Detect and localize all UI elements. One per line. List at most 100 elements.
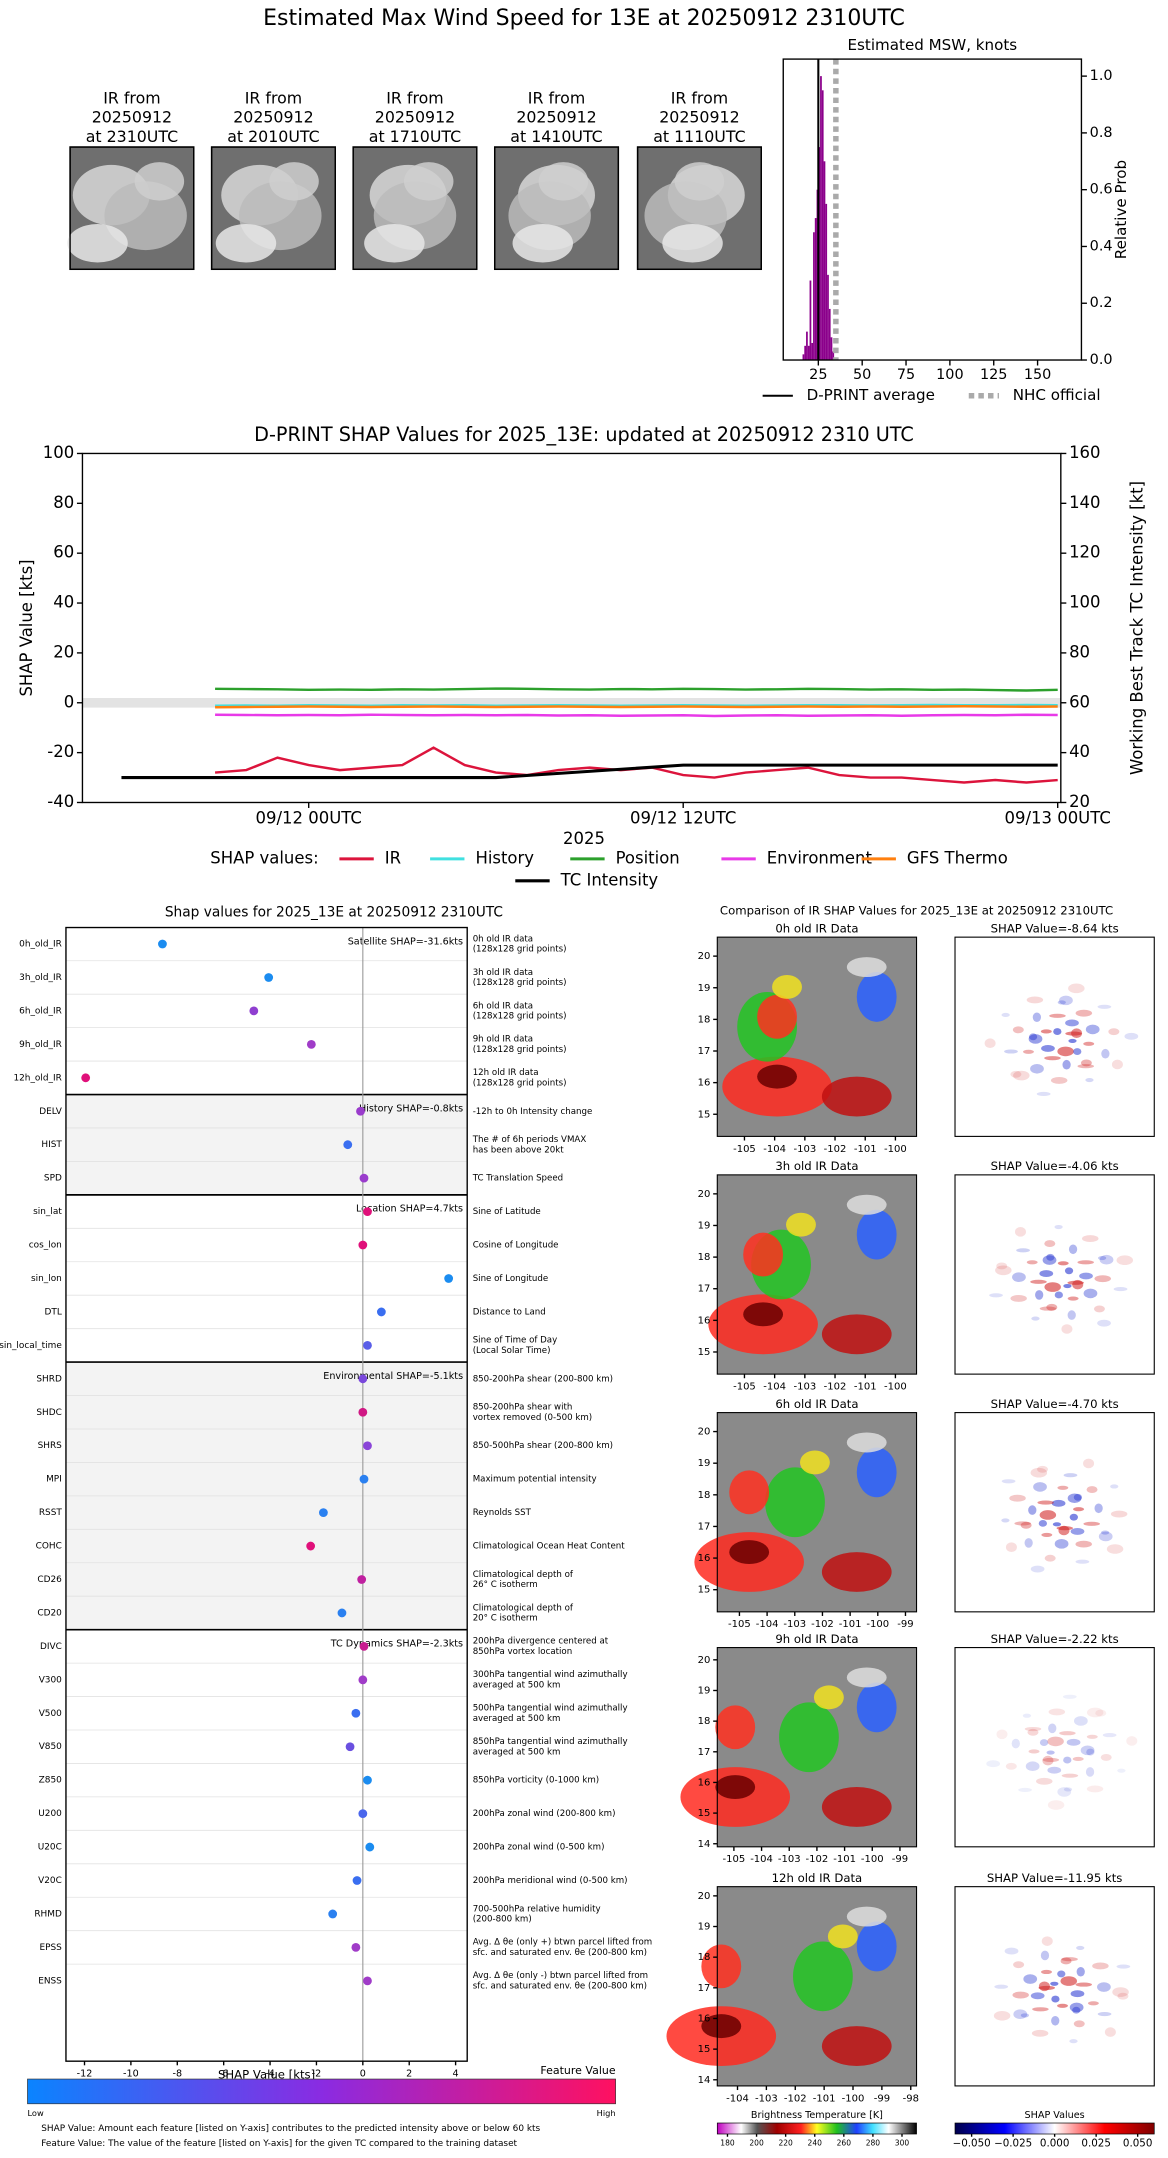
x-tick-label: -99 [874,2093,890,2104]
ir-blob [856,1921,897,1972]
y-tick-label: 19 [698,1458,711,1469]
x-tick-label: -103 [783,1619,806,1630]
chart-title: D-PRINT SHAP Values for 2025_13E: update… [254,423,914,446]
group-band [65,1094,468,1195]
shap-frame [954,1886,1155,2087]
shap-blob [1033,1482,1047,1492]
legend-label: GFS Thermo [907,848,1008,867]
shap-blob [1005,1762,1017,1770]
series-line [121,763,1058,780]
x-tick-label: -102 [811,1619,834,1630]
ir-blob [715,1705,756,1750]
thumbnail-label: 20250912 [233,108,313,127]
thumbnail-label: 20250912 [659,108,739,127]
shap-blob [1035,1290,1044,1300]
shap-title: SHAP Value=-4.70 kts [991,1397,1119,1411]
shap-blob [1097,2011,1112,2017]
feature-label: HIST [41,1140,62,1150]
shap-dot [357,1575,367,1584]
thumbnail-label: at 1410UTC [510,127,602,146]
y-tick-label: 16 [698,1315,711,1326]
thumbnail-label: IR from [671,88,728,107]
ir-blob [846,1432,887,1453]
y2-tick-label: 80 [1069,642,1090,661]
feature-description: Sine of Time of Day [473,1336,558,1346]
y2-tick-label: 40 [1069,742,1090,761]
x-tick-label: -105 [733,1144,756,1155]
feature-label: 3h_old_IR [19,973,62,983]
ir-blob [846,957,887,977]
x-tick-label: -103 [778,1854,801,1865]
shap-blob [1037,1500,1054,1505]
feature-label: sin_lon [31,1274,62,1284]
shap-blob [1065,1031,1082,1036]
y2-tick-label: 100 [1069,593,1100,612]
shap-title: SHAP Value=-8.64 kts [991,921,1119,935]
shap-blob [1063,1756,1072,1764]
ir-title: 3h old IR Data [775,1159,858,1173]
shap-title: SHAP Value=-2.22 kts [991,1632,1119,1646]
ir-blob [701,2014,742,2039]
ir-blob [846,1194,887,1215]
feature-label: V500 [39,1709,62,1719]
colorbar-title: SHAP Values [1025,2110,1085,2121]
footnote: Feature Value: The value of the feature … [41,2139,517,2149]
shap-dot [359,1641,369,1651]
legend-title: SHAP values: [210,848,318,867]
x-tick-label: -102 [784,2093,807,2104]
bar [828,308,831,361]
feature-label: RSST [39,1508,63,1518]
feature-description: 850hPa tangential wind azimuthally [473,1737,628,1747]
colorbar-tick-label: −0.050 [953,2138,991,2150]
shap-blob [1012,1272,1026,1282]
shap-blob [1028,1034,1043,1044]
bar [827,274,829,361]
shap-blob [1086,1748,1095,1756]
x-tick-label: -99 [892,1854,908,1865]
shap-blob [1036,1777,1053,1785]
shap-image [955,1174,1155,1375]
group-label: TC Dynamics SHAP=-2.3kts [330,1638,463,1649]
shap-blob [1108,1028,1120,1036]
x-tick-label: -103 [755,2093,778,2104]
x-tick-label: -101 [813,2093,836,2104]
ir-blob [813,1685,844,1710]
footnote: SHAP Value: Amount each feature [listed … [41,2124,540,2134]
y-tick-label: 16 [698,1777,711,1788]
feature-description: vortex removed (0-500 km) [473,1413,592,1423]
thumbnail-label: 20250912 [375,108,455,127]
cloud [674,162,725,201]
shap-blob [1001,1012,1010,1018]
legend-label: History [475,848,534,867]
x-tick-label: -101 [854,1144,877,1155]
feature-label: 12h_old_IR [13,1073,61,1083]
bar [811,342,814,361]
colorbar-title: Brightness Temperature [K] [751,2110,883,2121]
shap-blob [1036,1091,1051,1097]
series-line [215,703,1058,707]
feature-description: 200hPa zonal wind (0-500 km) [473,1843,605,1853]
shap-blob [1044,1554,1056,1562]
shap-blob [1099,1254,1114,1265]
shap-blob [1104,2027,1116,2037]
feature-label: ENSS [38,1976,62,1986]
shap-blob [1054,1224,1063,1230]
shap-blob [1072,1756,1084,1762]
shap-blob [1124,1032,1139,1040]
shap-blob [1057,1485,1069,1490]
shap-blob [1037,1465,1049,1473]
shap-blob [1069,2039,1078,2044]
shap-blob [996,1262,1008,1270]
shap-blob [1067,1296,1079,1301]
shap-title: SHAP Value=-11.95 kts [987,1871,1123,1885]
shap-blob [1013,1961,1025,1969]
y-tick-label: 17 [698,1284,711,1295]
shap-blob [1038,1985,1055,1990]
shap-dot [358,1407,368,1417]
y-tick-label: 14 [698,2075,711,2086]
y-tick-label: 19 [698,1922,711,1933]
feature-label: 9h_old_IR [19,1040,62,1050]
shap-blob [994,1984,1009,1989]
bar [832,351,835,361]
x-tick-label: -102 [824,1144,847,1155]
